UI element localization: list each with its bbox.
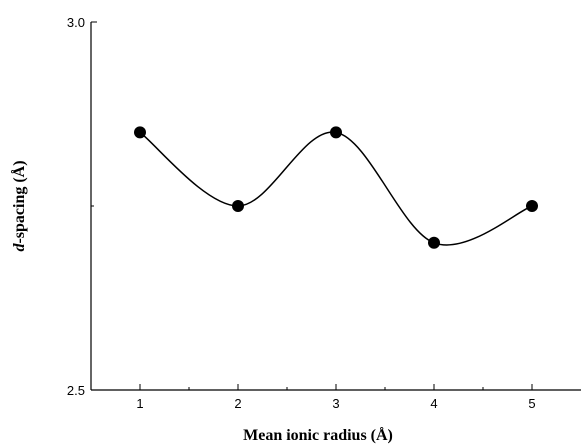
data-point	[232, 200, 244, 212]
ticks	[91, 21, 533, 391]
series-line	[139, 131, 533, 246]
data-point	[526, 200, 538, 212]
data-point	[134, 126, 146, 139]
x-tick-label: 4	[430, 396, 437, 411]
x-tick-label: 5	[528, 396, 535, 411]
data-point	[330, 126, 342, 139]
x-tick-label: 1	[136, 396, 143, 411]
tick-labels: 1 2 3 4 5 2.5 3.0	[67, 15, 536, 411]
y-tick-label: 3.0	[67, 15, 85, 30]
data-point	[428, 236, 440, 249]
markers	[134, 126, 538, 249]
axes	[90, 22, 581, 391]
y-axis-title-rest: -spacing (Å)	[10, 160, 28, 243]
y-axis-title-italic: d	[11, 243, 28, 252]
x-tick-label: 2	[234, 396, 241, 411]
x-tick-label: 3	[332, 396, 339, 411]
y-axis-title: d-spacing (Å)	[10, 160, 28, 251]
y-tick-label: 2.5	[67, 383, 85, 398]
x-axis-title: Mean ionic radius (Å)	[243, 426, 393, 444]
